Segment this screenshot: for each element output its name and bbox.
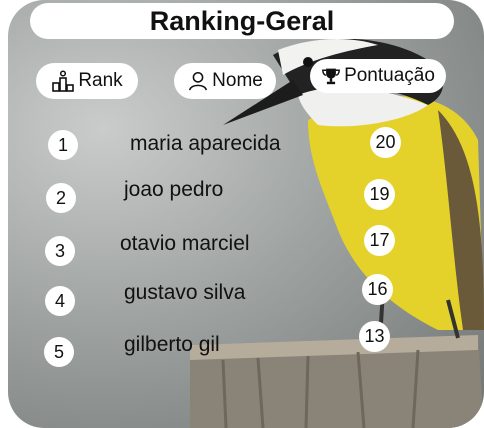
name-header-label: Nome xyxy=(212,70,263,91)
rank-column-header[interactable]: Rank xyxy=(36,63,138,99)
score-badge: 13 xyxy=(359,321,390,352)
rank-badge: 3 xyxy=(45,236,75,266)
player-name: otavio marciel xyxy=(120,232,250,255)
player-name: gilberto gil xyxy=(124,333,220,356)
rank-badge: 1 xyxy=(48,130,78,160)
player-name: gustavo silva xyxy=(124,281,246,304)
score-badge: 16 xyxy=(362,274,393,305)
score-badge: 20 xyxy=(370,127,401,158)
rank-badge: 4 xyxy=(45,286,75,316)
player-name: maria aparecida xyxy=(130,132,281,155)
score-badge: 17 xyxy=(364,225,395,256)
podium-icon xyxy=(51,69,75,93)
score-column-header[interactable]: Pontuação xyxy=(310,59,446,93)
rank-badge: 5 xyxy=(44,337,74,367)
name-column-header[interactable]: Nome xyxy=(174,63,276,99)
ranking-card: Ranking-Geral Rank Nome Pontuação 1 mari… xyxy=(8,0,484,428)
player-name: joao pedro xyxy=(124,178,224,201)
trophy-icon xyxy=(321,67,341,85)
page-title: Ranking-Geral xyxy=(30,3,454,39)
rank-badge: 2 xyxy=(46,183,76,213)
bird-background-image xyxy=(190,38,484,428)
score-header-label: Pontuação xyxy=(344,65,435,86)
rank-header-label: Rank xyxy=(78,70,123,91)
user-icon xyxy=(187,70,209,92)
score-badge: 19 xyxy=(364,179,395,210)
